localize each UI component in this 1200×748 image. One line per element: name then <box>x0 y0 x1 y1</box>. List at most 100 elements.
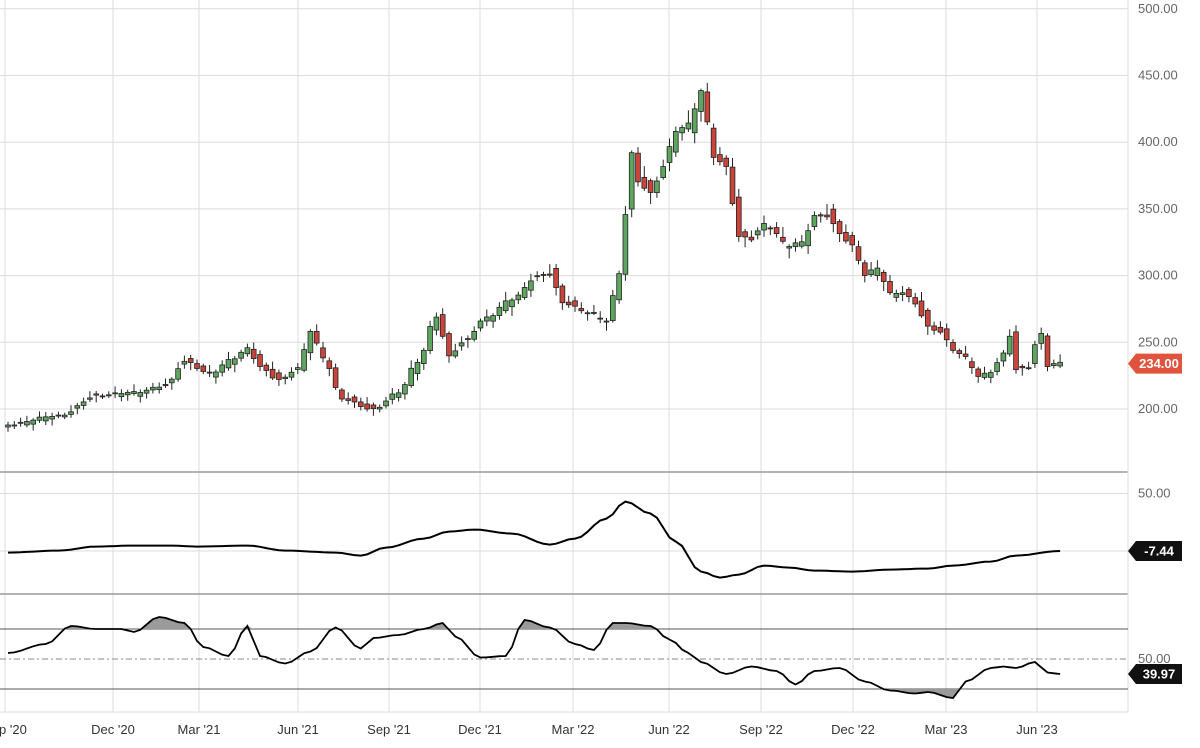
candle-body <box>118 393 125 398</box>
candle-body <box>1057 361 1063 367</box>
candle-body <box>477 320 484 329</box>
candle <box>49 412 55 426</box>
candle-body <box>389 393 396 400</box>
candle-body <box>87 397 93 400</box>
candle <box>912 292 918 308</box>
candle-body <box>786 246 792 249</box>
x-tick-label: Dec '22 <box>831 722 875 737</box>
candle-body <box>194 363 200 369</box>
candle-body <box>490 315 496 322</box>
candle <box>994 357 1000 376</box>
candle-body <box>572 300 578 307</box>
candle-body <box>603 320 610 323</box>
candle <box>1006 329 1013 357</box>
candle-body <box>849 235 855 246</box>
candle-body <box>257 354 263 367</box>
candle-body <box>950 342 956 351</box>
candle <box>943 323 950 347</box>
candle-body <box>748 236 755 241</box>
candle <box>893 289 900 302</box>
candle-body <box>402 384 408 395</box>
candle <box>17 417 24 427</box>
candle <box>24 415 30 428</box>
candle-body <box>383 400 389 407</box>
candle <box>988 369 994 384</box>
candle-body <box>288 371 295 378</box>
candle-body <box>754 230 761 236</box>
candle-body <box>427 326 433 352</box>
candle-body <box>578 308 585 312</box>
candle <box>288 367 295 381</box>
candle-body <box>80 401 87 406</box>
candle-body <box>24 421 30 426</box>
candle-body <box>238 351 244 359</box>
candle-body <box>654 180 660 193</box>
candle <box>786 244 792 259</box>
candle-body <box>439 314 446 337</box>
candle <box>11 421 18 430</box>
candle-body <box>187 358 194 363</box>
candle <box>326 357 333 377</box>
indicator-1-line <box>7 500 1061 579</box>
candle <box>811 211 818 231</box>
candle-body <box>124 392 131 396</box>
candle-body <box>584 312 591 315</box>
candle-body <box>181 360 188 365</box>
candle-body <box>710 127 717 158</box>
candle <box>502 291 509 314</box>
candle-body <box>736 196 742 237</box>
candle <box>849 231 855 252</box>
candle <box>276 369 282 386</box>
candle-body <box>244 347 251 355</box>
candle-body <box>597 317 603 320</box>
candle-body <box>641 177 648 189</box>
candle-body <box>887 281 893 294</box>
candle <box>143 387 150 399</box>
candle-body <box>799 241 805 247</box>
candle <box>320 341 326 363</box>
candle-body <box>553 268 559 288</box>
candle <box>874 260 881 281</box>
last-price-tag-shape <box>1128 353 1182 374</box>
candle <box>131 384 137 396</box>
candle <box>269 361 276 381</box>
candle-body <box>294 367 301 370</box>
candle-body <box>5 424 11 428</box>
candle-body <box>162 384 169 387</box>
candle <box>817 212 824 223</box>
x-tick-label: Mar '21 <box>178 722 221 737</box>
candle <box>213 369 219 384</box>
indicator-2-line <box>7 616 1061 699</box>
chart-grid <box>0 0 1129 713</box>
candle <box>496 302 503 320</box>
candle <box>931 321 937 335</box>
candle <box>981 366 988 380</box>
candle <box>950 339 956 354</box>
candle <box>43 411 49 426</box>
candle-body <box>925 309 931 327</box>
candle-body <box>862 262 868 276</box>
candle-body <box>1000 352 1007 362</box>
candle <box>660 159 666 180</box>
candle <box>635 147 641 187</box>
candle-body <box>483 316 490 322</box>
price-candles <box>5 82 1063 432</box>
candle-body <box>414 362 421 375</box>
candle <box>1019 364 1026 376</box>
candle-body <box>559 285 566 304</box>
candle-body <box>1044 335 1051 368</box>
candle <box>603 318 610 331</box>
candle <box>880 269 887 292</box>
candle <box>187 354 194 371</box>
candle-body <box>880 271 887 282</box>
candle-body <box>313 330 320 344</box>
candle <box>1025 361 1032 371</box>
y-tick-label: 500.00 <box>1138 1 1178 16</box>
candle <box>572 296 578 312</box>
candle <box>238 349 244 362</box>
candle-body <box>156 386 163 391</box>
x-tick-label: Sep '21 <box>367 722 411 737</box>
candle <box>534 271 540 282</box>
candle <box>729 157 736 206</box>
candle <box>1038 327 1045 350</box>
